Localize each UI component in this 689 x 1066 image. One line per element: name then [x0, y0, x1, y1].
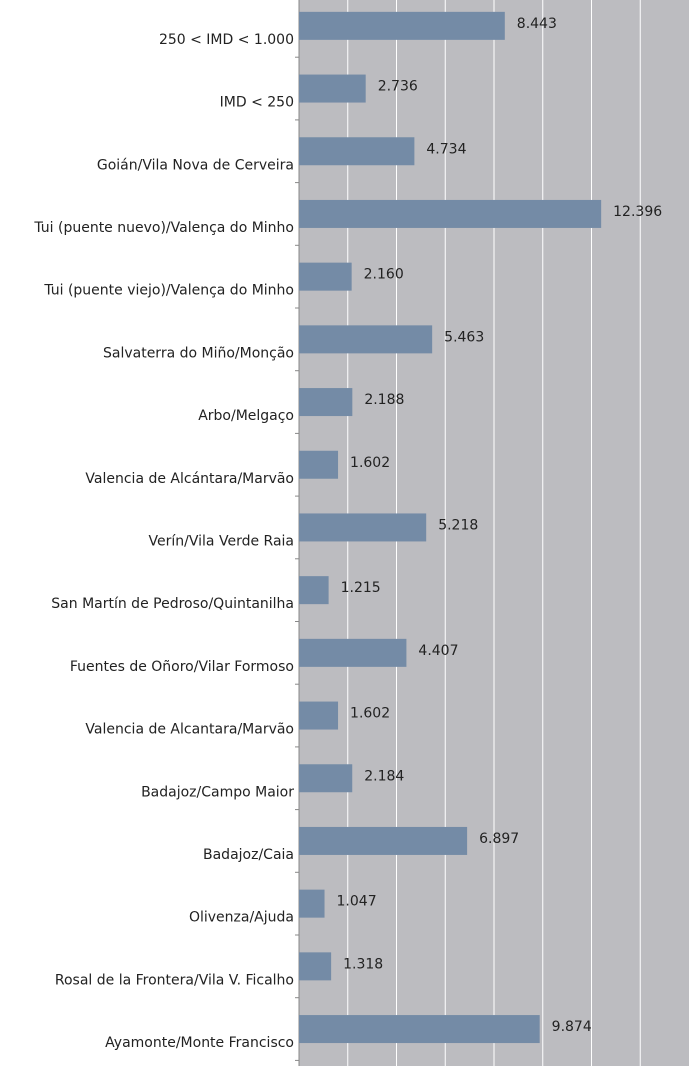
bar	[299, 889, 325, 918]
value-label: 5.218	[438, 517, 478, 533]
y-tick-label: Badajoz/Campo Maior	[141, 784, 294, 800]
value-label: 12.396	[613, 204, 662, 220]
value-label: 6.897	[479, 831, 519, 847]
bar	[299, 701, 339, 730]
value-label: 8.443	[517, 16, 557, 32]
y-tick-label: San Martín de Pedroso/Quintanilha	[51, 596, 294, 612]
bar	[299, 11, 505, 40]
y-tick-label: IMD < 250	[220, 95, 294, 111]
y-tick-label: Salvaterra do Miño/Monção	[103, 345, 294, 361]
value-label: 2.736	[378, 79, 418, 95]
y-tick-label: Badajoz/Caia	[203, 847, 294, 863]
value-label: 2.184	[364, 768, 404, 784]
value-label: 1.047	[337, 894, 377, 910]
value-label: 1.602	[350, 455, 390, 471]
value-label: 4.407	[418, 643, 458, 659]
value-label: 1.602	[350, 706, 390, 722]
bar	[299, 137, 415, 166]
bar	[299, 450, 339, 479]
y-tick-label: Verín/Vila Verde Raia	[149, 533, 294, 549]
y-tick-label: Olivenza/Ajuda	[189, 910, 294, 926]
value-label: 2.188	[364, 392, 404, 408]
value-label: 2.160	[364, 267, 404, 283]
y-tick-label: Arbo/Melgaço	[198, 408, 294, 424]
bar	[299, 764, 353, 793]
y-tick-label: Valencia de Alcantara/Marvão	[85, 722, 294, 738]
bar	[299, 74, 366, 103]
y-tick-label: Tui (puente viejo)/Valença do Minho	[43, 283, 294, 299]
bar	[299, 513, 427, 542]
y-tick-label: 250 < IMD < 1.000	[159, 32, 294, 48]
bar	[299, 325, 433, 354]
value-label: 9.874	[552, 1019, 592, 1035]
value-label: 4.734	[426, 141, 466, 157]
bar	[299, 388, 353, 417]
bar	[299, 199, 602, 228]
bar	[299, 952, 332, 981]
y-tick-label: Ayamonte/Monte Francisco	[105, 1035, 294, 1051]
y-tick-label: Valencia de Alcántara/Marvão	[85, 471, 294, 487]
y-tick-label: Tui (puente nuevo)/Valença do Minho	[33, 220, 294, 236]
value-label: 1.318	[343, 956, 383, 972]
bar	[299, 262, 352, 291]
y-tick-label: Rosal de la Frontera/Vila V. Ficalho	[55, 972, 294, 988]
bar	[299, 638, 407, 667]
y-tick-label: Fuentes de Oñoro/Vilar Formoso	[70, 659, 294, 675]
y-tick-label: Goián/Vila Nova de Cerveira	[97, 157, 294, 173]
bar	[299, 576, 329, 605]
bar	[299, 1015, 540, 1044]
bar	[299, 826, 468, 855]
value-label: 1.215	[341, 580, 381, 596]
value-label: 5.463	[444, 329, 484, 345]
